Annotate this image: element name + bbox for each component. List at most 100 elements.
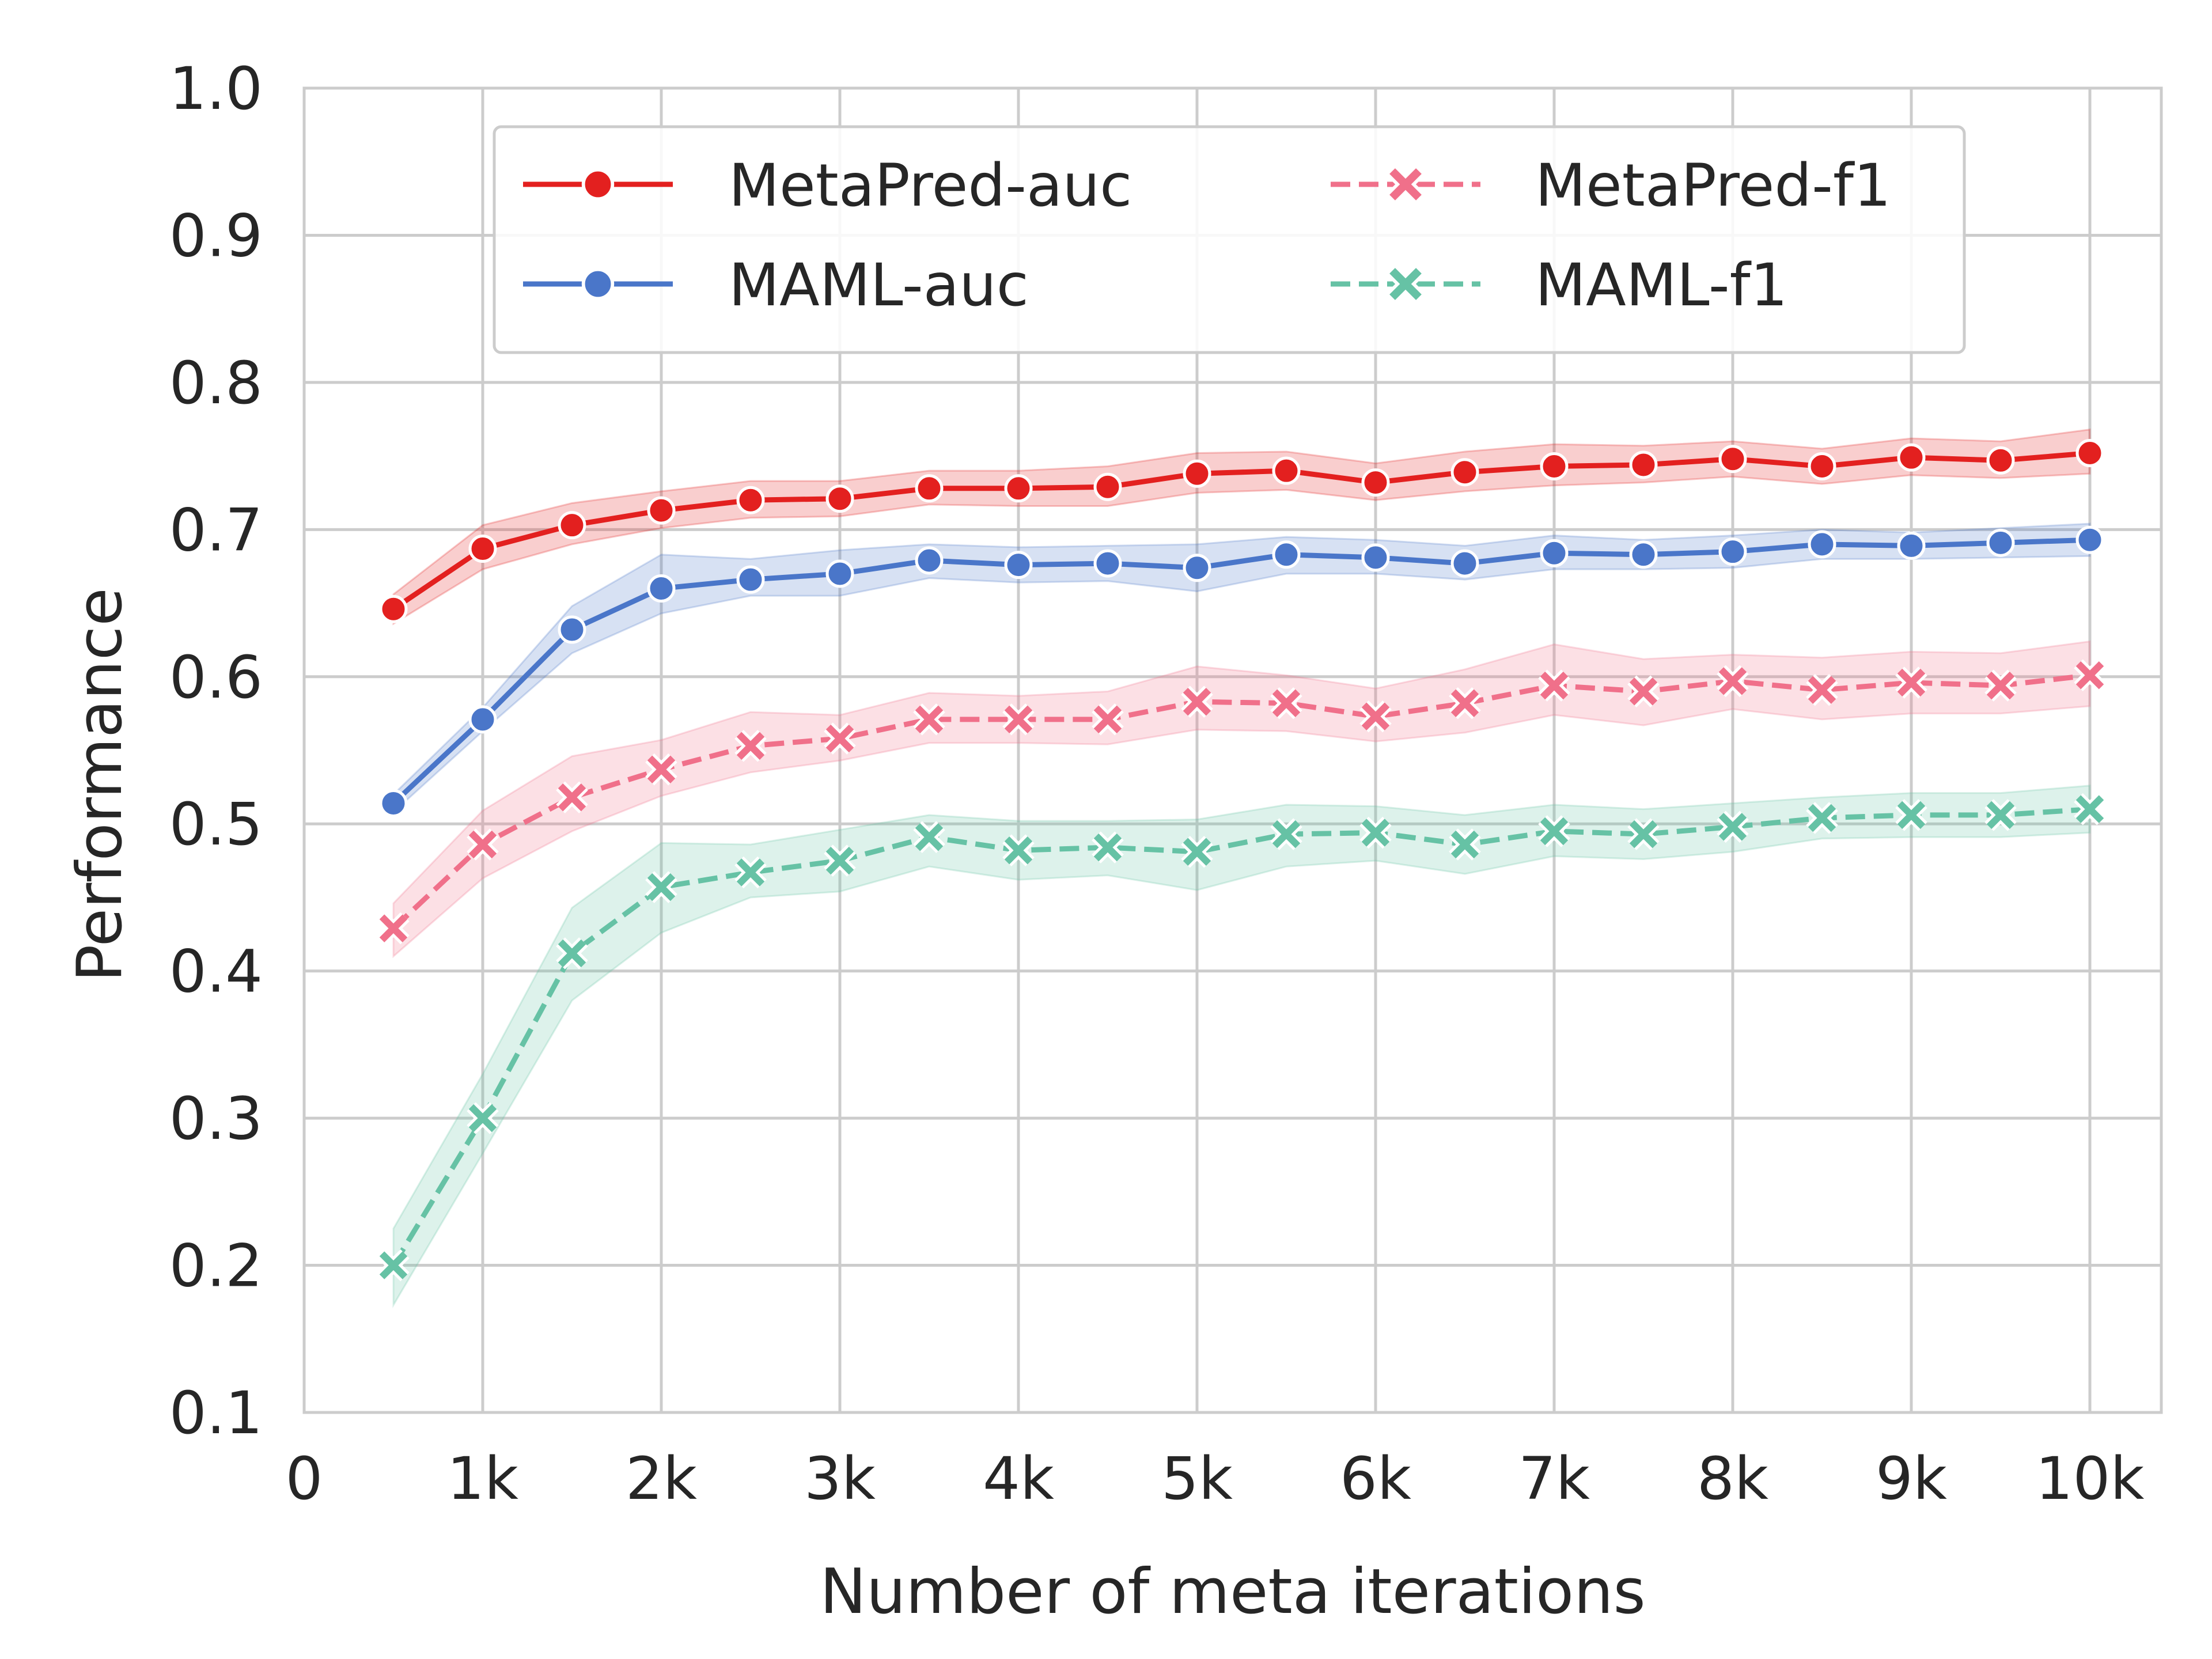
metapred-f1-point	[1538, 669, 1570, 702]
maml-auc-point	[1808, 530, 1836, 559]
legend-item-metapred-f1: MetaPred-f1	[1331, 151, 1891, 220]
x-tick-label: 6k	[1340, 1445, 1411, 1513]
maml-auc-point	[825, 559, 854, 588]
metapred-f1-point	[1270, 687, 1302, 719]
maml-auc-point	[1093, 549, 1122, 578]
x-tick-label: 2k	[626, 1445, 697, 1513]
metapred-auc-point	[1093, 472, 1122, 501]
legend-swatch-marker	[581, 168, 615, 201]
maml-f1-point	[1806, 802, 1838, 834]
metapred-auc-confidence-band	[392, 428, 2091, 626]
metapred-auc-point	[825, 484, 854, 513]
confidence-bands	[392, 428, 2091, 1309]
legend-swatch-marker	[581, 267, 615, 301]
maml-f1-point	[1627, 818, 1660, 850]
metapred-auc-point	[1986, 446, 2015, 475]
maml-auc-point	[1450, 549, 1479, 578]
metapred-auc-point	[1450, 458, 1479, 487]
maml-f1-point	[556, 937, 588, 969]
maml-f1-point	[1717, 810, 1749, 843]
maml-auc-point	[1629, 540, 1658, 569]
metapred-auc-point	[1718, 445, 1747, 474]
metapred-f1-point	[2074, 659, 2106, 691]
maml-f1-point	[1092, 831, 1124, 863]
legend-item-maml-auc: MAML-auc	[523, 251, 1029, 320]
x-tick-label: 4k	[983, 1445, 1054, 1513]
maml-auc-point	[1986, 528, 2015, 557]
x-tick-label: 10k	[2036, 1445, 2145, 1513]
metapred-auc-point	[1361, 468, 1390, 497]
metapred-auc-line	[392, 450, 2090, 612]
metapred-f1-point	[824, 722, 856, 755]
maml-f1-point	[1270, 818, 1302, 850]
maml-f1-point	[467, 1102, 499, 1134]
legend-label: MetaPred-f1	[1535, 151, 1891, 220]
legend-box	[493, 125, 1966, 354]
maml-auc-point	[736, 565, 765, 594]
x-tick-label: 7k	[1518, 1445, 1590, 1513]
maml-f1-point	[1181, 835, 1213, 868]
maml-f1-line	[391, 806, 2090, 1267]
metapred-auc-point	[1540, 452, 1569, 480]
legend: MetaPred-auc MAML-auc MetaPred-f1 MAML-f1	[493, 125, 1966, 354]
maml-auc-point	[1540, 539, 1569, 567]
maml-auc-point	[379, 789, 408, 817]
series-lines	[391, 450, 2090, 1267]
metapred-f1-point	[1359, 700, 1392, 733]
maml-f1-point	[913, 821, 945, 853]
maml-auc-point	[647, 574, 676, 603]
maml-auc-line	[391, 537, 2090, 805]
y-tick-label: 0.4	[169, 938, 263, 1006]
plot-frame	[302, 86, 2163, 1414]
metapred-f1-point	[1627, 675, 1660, 708]
x-tick-label: 9k	[1876, 1445, 1947, 1513]
maml-f1-point	[1984, 799, 2017, 831]
metapred-auc-point	[468, 535, 497, 563]
y-tick-label: 0.2	[169, 1232, 263, 1301]
y-tick-label: 0.6	[169, 643, 263, 712]
y-axis-label: Performance	[64, 588, 136, 982]
y-tick-label: 0.8	[169, 349, 263, 418]
legend-item-metapred-auc: MetaPred-auc	[523, 151, 1132, 220]
maml-f1-confidence-band	[392, 785, 2091, 1309]
metapred-f1-point	[1717, 665, 1749, 698]
metapred-f1-point	[913, 703, 945, 736]
maml-f1-point	[824, 844, 856, 877]
metapred-f1-point	[377, 912, 410, 945]
maml-f1-point	[2074, 793, 2106, 825]
legend-swatch-marker	[1387, 166, 1424, 203]
metapred-auc-point	[647, 496, 676, 525]
y-tick-label: 0.5	[169, 790, 263, 859]
maml-auc-confidence-band	[392, 522, 2091, 815]
metapred-f1-point	[1002, 703, 1035, 736]
maml-f1-point	[645, 871, 677, 903]
y-tick-label: 0.7	[169, 496, 263, 565]
y-tick-label: 1.0	[169, 55, 263, 123]
maml-f1-point	[1538, 815, 1570, 847]
maml-f1-point	[1449, 828, 1481, 861]
x-axis-label: Number of meta iterations	[820, 1556, 1646, 1628]
legend-label: MetaPred-auc	[729, 151, 1132, 220]
maml-auc-point	[558, 615, 586, 644]
maml-auc-point	[2075, 525, 2104, 554]
metapred-auc-point	[736, 486, 765, 514]
maml-auc-point	[1004, 551, 1033, 579]
y-tick-label: 0.3	[169, 1085, 263, 1153]
y-axis-tick-labels: 0.1 0.2 0.3 0.4 0.5 0.6 0.7 0.8 0.9 1.0	[169, 55, 263, 1448]
maml-f1-point	[1359, 816, 1392, 849]
metapred-auc-point	[1004, 474, 1033, 503]
maml-auc-point	[468, 705, 497, 734]
x-tick-label: 1k	[447, 1445, 518, 1513]
metapred-f1-point	[467, 828, 499, 861]
legend-label: MAML-f1	[1535, 251, 1787, 320]
metapred-f1-point	[1984, 669, 2017, 702]
x-tick-label: 0	[286, 1445, 323, 1513]
maml-f1-point	[734, 856, 767, 889]
legend-label: MAML-auc	[729, 251, 1029, 320]
metapred-auc-point	[379, 594, 408, 623]
metapred-auc-point	[915, 474, 944, 503]
metapred-auc-point	[1808, 452, 1836, 480]
metapred-f1-line	[391, 672, 2090, 930]
legend-item-maml-f1: MAML-f1	[1331, 251, 1787, 320]
